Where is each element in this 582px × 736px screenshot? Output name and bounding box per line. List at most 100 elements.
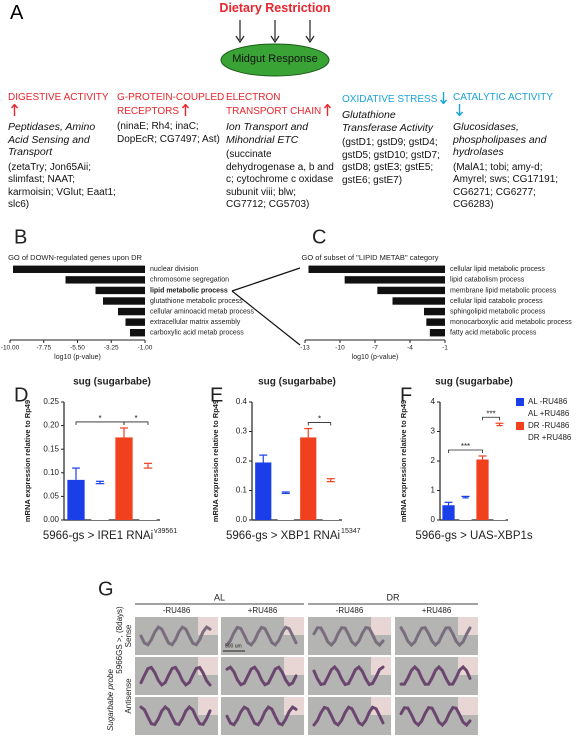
x-tick-label: -5.50 xyxy=(70,345,85,352)
image-inset xyxy=(371,697,391,715)
bar xyxy=(392,297,445,305)
image-inset xyxy=(458,617,478,635)
chart-title: sug (sugarbabe) xyxy=(73,377,151,388)
category-label: nuclear division xyxy=(150,266,198,273)
image-inset xyxy=(284,617,304,635)
arrow-path xyxy=(324,103,332,116)
gene-list: (MalA1; tobi; amy-d; Amyrel; sws; CG1719… xyxy=(453,161,559,211)
gut-image xyxy=(312,625,385,648)
arrow-path xyxy=(10,103,19,116)
image-inset xyxy=(458,697,478,715)
side-label: 5966GS >, (8days) xyxy=(115,606,124,674)
y-tick-label: 0.25 xyxy=(43,397,59,406)
category-label: lipid metabolic process xyxy=(150,287,228,294)
bar xyxy=(67,479,85,520)
legend-label: DR +RU486 xyxy=(528,433,572,442)
x-axis-label: 5966-gs > XBP1 RNAi xyxy=(226,530,340,542)
treatment-label: -RU486 xyxy=(163,606,191,615)
y-axis-label: mRNA expression relative to Rp49 xyxy=(23,400,32,522)
gut-image xyxy=(225,665,298,687)
category-label: sphingolipid metabolic process xyxy=(450,308,546,315)
gut-image xyxy=(139,625,212,647)
gut-image xyxy=(225,625,298,647)
category-heading: DIGESTIVE ACTIVITY xyxy=(8,92,116,118)
y-tick-label: 3 xyxy=(431,427,436,436)
panel-a-graphics xyxy=(220,20,330,77)
gene-list: (ninaE; Rh4; inaC; DopEcR; CG7497; Ast) xyxy=(117,121,220,145)
group-label: DR xyxy=(387,592,400,602)
category-label: lipid catabolism process xyxy=(450,277,525,284)
panel-a-title: Dietary Restriction xyxy=(219,1,331,15)
image-inset xyxy=(284,657,304,675)
center-label: Midgut Response xyxy=(232,53,318,65)
panel-label: E xyxy=(210,384,223,406)
bar xyxy=(476,459,489,520)
connector-line xyxy=(231,267,301,292)
category-label: cellular lipid catabolic process xyxy=(450,298,543,305)
x-tick-label: -7 xyxy=(372,345,378,352)
y-tick-label: 0.1 xyxy=(236,486,248,495)
significance-bracket xyxy=(482,416,500,421)
category-heading: G-PROTEIN-COUPLED RECEPTORS xyxy=(117,92,225,118)
y-tick-label: 0 xyxy=(431,515,436,524)
bar xyxy=(13,265,145,273)
connector-line xyxy=(231,290,301,346)
y-tick-label: 0.3 xyxy=(236,427,248,436)
gut-image xyxy=(312,705,385,727)
bar xyxy=(322,481,339,520)
x-tick-label: -4 xyxy=(407,345,413,352)
midgut-ellipse xyxy=(220,43,330,77)
heading-text: CATALYTIC ACTIVITY xyxy=(453,92,554,103)
category-subtitle: Peptidases, Amino Acid Sensing and Trans… xyxy=(8,121,96,158)
y-tick-label: 0.05 xyxy=(43,492,59,501)
bar xyxy=(429,329,445,337)
category-label: cellular lipid metabolic process xyxy=(450,266,545,273)
panel-label: F xyxy=(400,384,412,406)
trend-arrow xyxy=(10,103,19,116)
treatment-label: -RU486 xyxy=(336,606,364,615)
category-label: glutathione metabolic process xyxy=(150,298,243,305)
probe-label: Sugarbabe probe xyxy=(106,669,115,731)
chart-title: sug (sugarbabe) xyxy=(435,377,513,388)
panel-a: A Dietary Restriction Midgut Response DI… xyxy=(0,0,582,225)
legend-swatch xyxy=(516,434,524,442)
significance-bracket xyxy=(448,449,483,453)
category-label: chromosome segregation xyxy=(150,277,229,284)
arrow-path xyxy=(440,92,448,105)
trend-arrow xyxy=(324,103,332,116)
legend-swatch xyxy=(516,410,524,418)
bar xyxy=(65,276,145,284)
treatment-label: +RU486 xyxy=(422,606,452,615)
bar xyxy=(459,497,472,520)
image-inset xyxy=(458,657,478,675)
x-axis-label-superscript: 15347 xyxy=(341,528,361,535)
x-axis-label: 5966-gs > IRE1 RNAi xyxy=(43,530,153,542)
y-tick-label: 4 xyxy=(431,397,436,406)
bar xyxy=(308,265,445,273)
x-axis-label: log10 (p-value) xyxy=(352,354,399,361)
trend-arrow xyxy=(455,104,464,117)
bar xyxy=(277,493,294,520)
bar xyxy=(344,276,445,284)
significance-label: *** xyxy=(486,409,495,418)
gene-list: (gstD1; gstD9; gstD4; gstD5; gstD10; gst… xyxy=(342,137,440,186)
heading-text: G-PROTEIN-COUPLED RECEPTORS xyxy=(117,92,225,117)
y-tick-label: 1 xyxy=(431,486,436,495)
x-axis-label: log10 (p-value) xyxy=(54,354,101,361)
y-tick-label: 0.00 xyxy=(43,515,59,524)
y-tick-label: 0.10 xyxy=(43,468,59,477)
gut-image xyxy=(399,705,472,728)
y-tick-label: 0.15 xyxy=(43,444,59,453)
legend-swatch xyxy=(516,398,524,406)
category-label: cellular aminoacid metab process xyxy=(150,308,254,315)
bar xyxy=(493,425,506,520)
x-tick-label: -10.00 xyxy=(1,345,20,352)
y-axis-label: mRNA expression relative to Rp49 xyxy=(211,400,220,522)
category-column: CATALYTIC ACTIVITY Glucosidases, phosphol… xyxy=(453,92,561,212)
bar xyxy=(91,483,109,520)
legend-label: AL +RU486 xyxy=(528,409,570,418)
x-axis-label: 5966-gs > UAS-XBP1s xyxy=(415,530,533,542)
row-label: Sense xyxy=(124,624,133,647)
heading-text: OXIDATIVE STRESS xyxy=(342,94,438,105)
